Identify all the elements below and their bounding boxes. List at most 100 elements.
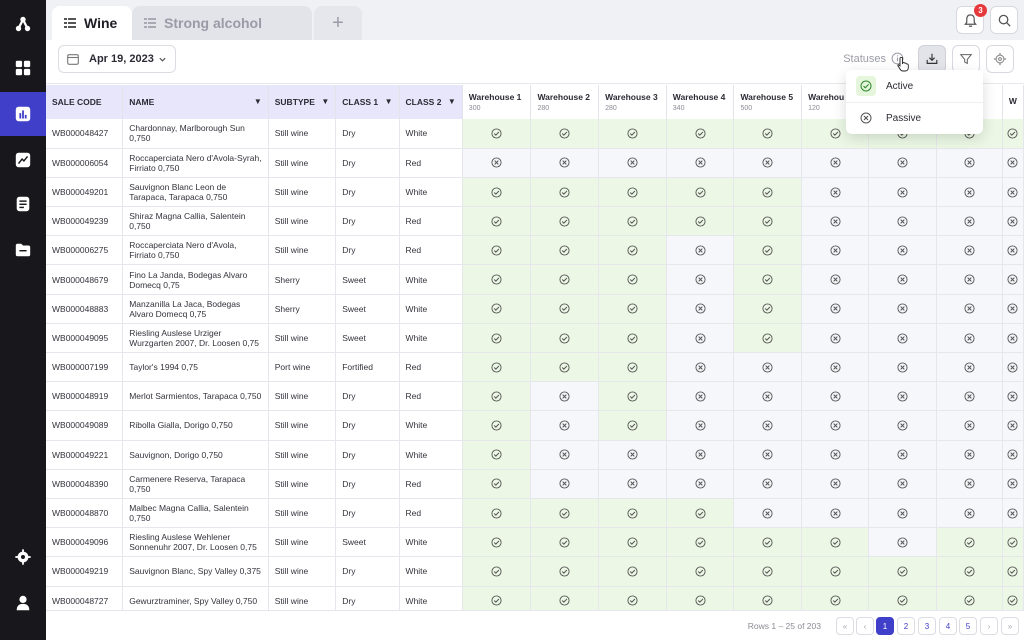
prev-page-button[interactable]: ‹ — [856, 617, 874, 635]
date-picker[interactable]: Apr 19, 2023 — [58, 45, 176, 73]
table-row[interactable]: WB000048390 Carmenere Reserva, Tarapaca 0… — [46, 469, 1024, 499]
status-active-cell[interactable] — [666, 177, 735, 208]
status-passive-cell[interactable] — [666, 440, 735, 470]
status-active-cell[interactable] — [598, 527, 667, 558]
status-passive-cell[interactable] — [801, 206, 870, 237]
status-passive-cell[interactable] — [1002, 264, 1024, 295]
first-page-button[interactable]: « — [836, 617, 854, 635]
column-header-subtype[interactable]: SUBTYPE ▼ — [268, 85, 337, 119]
status-passive-cell[interactable] — [936, 177, 1003, 208]
status-active-cell[interactable] — [666, 586, 735, 610]
table-row[interactable]: WB000048679 Fino La Janda, Bodegas Alvaro… — [46, 264, 1024, 295]
page-button[interactable]: 4 — [939, 617, 957, 635]
sidebar-item-settings[interactable] — [0, 537, 46, 577]
status-passive-cell[interactable] — [666, 323, 735, 354]
status-active-cell[interactable] — [598, 381, 667, 412]
status-option-active[interactable]: Active — [846, 71, 983, 101]
status-active-cell[interactable] — [801, 586, 870, 610]
status-active-cell[interactable] — [598, 119, 667, 149]
status-passive-cell[interactable] — [1002, 235, 1024, 266]
sidebar-item-reports[interactable] — [0, 92, 46, 136]
status-passive-cell[interactable] — [868, 440, 937, 470]
settings-button[interactable] — [986, 45, 1014, 73]
status-passive-cell[interactable] — [868, 469, 937, 499]
status-passive-cell[interactable] — [801, 498, 870, 529]
status-active-cell[interactable] — [1002, 119, 1024, 149]
status-active-cell[interactable] — [666, 527, 735, 558]
status-active-cell[interactable] — [598, 410, 667, 441]
status-active-cell[interactable] — [598, 352, 667, 383]
status-active-cell[interactable] — [1002, 527, 1024, 558]
status-passive-cell[interactable] — [801, 469, 870, 499]
notifications-button[interactable]: 3 — [956, 4, 987, 34]
status-passive-cell[interactable] — [868, 294, 937, 324]
status-active-cell[interactable] — [801, 527, 870, 558]
status-passive-cell[interactable] — [1002, 323, 1024, 354]
status-passive-cell[interactable] — [598, 148, 667, 178]
status-active-cell[interactable] — [462, 264, 532, 295]
search-button[interactable] — [990, 6, 1018, 34]
table-row[interactable]: WB000049095 Riesling Auslese Urziger Wurz… — [46, 323, 1024, 354]
column-header-warehouse[interactable]: Warehouse 1 300 — [462, 85, 532, 119]
status-active-cell[interactable] — [936, 586, 1003, 610]
table-row[interactable]: WB000006275 Roccaperciata Nero d'Avola, F… — [46, 235, 1024, 266]
status-active-cell[interactable] — [733, 586, 803, 610]
status-active-cell[interactable] — [462, 206, 532, 237]
status-active-cell[interactable] — [530, 586, 600, 610]
status-active-cell[interactable] — [598, 177, 667, 208]
statuses-label[interactable]: Statuses — [843, 53, 886, 65]
status-active-cell[interactable] — [733, 323, 803, 354]
status-active-cell[interactable] — [733, 294, 803, 324]
status-active-cell[interactable] — [462, 235, 532, 266]
status-passive-cell[interactable] — [666, 148, 735, 178]
status-active-cell[interactable] — [462, 177, 532, 208]
column-header-warehouse[interactable]: Warehouse 3 280 — [598, 85, 667, 119]
page-button[interactable]: 2 — [897, 617, 915, 635]
status-passive-cell[interactable] — [936, 235, 1003, 266]
status-passive-cell[interactable] — [1002, 410, 1024, 441]
sort-caret-icon[interactable]: ▼ — [447, 97, 456, 106]
status-passive-cell[interactable] — [1002, 148, 1024, 178]
status-active-cell[interactable] — [733, 206, 803, 237]
sidebar-item-documents[interactable] — [0, 184, 46, 224]
column-header-warehouse[interactable]: Warehouse 2 280 — [530, 85, 600, 119]
status-passive-cell[interactable] — [801, 264, 870, 295]
column-header-name[interactable]: NAME ▼ — [122, 85, 269, 119]
sidebar-item-profile[interactable] — [0, 583, 46, 623]
status-active-cell[interactable] — [733, 527, 803, 558]
status-passive-cell[interactable] — [1002, 381, 1024, 412]
status-active-cell[interactable] — [598, 498, 667, 529]
status-active-cell[interactable] — [666, 498, 735, 529]
app-logo[interactable] — [0, 4, 46, 44]
status-passive-cell[interactable] — [801, 148, 870, 178]
status-passive-cell[interactable] — [733, 381, 803, 412]
status-active-cell[interactable] — [733, 119, 803, 149]
status-passive-cell[interactable] — [530, 148, 600, 178]
status-passive-cell[interactable] — [868, 264, 937, 295]
status-active-cell[interactable] — [530, 235, 600, 266]
table-row[interactable]: WB000049089 Ribolla Gialla, Dorigo 0,750 S… — [46, 410, 1024, 441]
status-passive-cell[interactable] — [733, 498, 803, 529]
status-active-cell[interactable] — [530, 498, 600, 529]
status-active-cell[interactable] — [598, 323, 667, 354]
status-passive-cell[interactable] — [868, 410, 937, 441]
status-passive-cell[interactable] — [733, 440, 803, 470]
column-header-warehouse[interactable]: W — [1002, 85, 1024, 119]
status-passive-cell[interactable] — [936, 498, 1003, 529]
status-active-cell[interactable] — [530, 527, 600, 558]
status-passive-cell[interactable] — [598, 469, 667, 499]
status-passive-cell[interactable] — [1002, 498, 1024, 529]
status-active-cell[interactable] — [462, 469, 532, 499]
sort-caret-icon[interactable]: ▼ — [384, 97, 393, 106]
column-header-class2[interactable]: CLASS 2 ▼ — [399, 85, 463, 119]
status-passive-cell[interactable] — [666, 469, 735, 499]
status-passive-cell[interactable] — [666, 235, 735, 266]
table-row[interactable]: WB000048919 Merlot Sarmientos, Tarapaca 0… — [46, 381, 1024, 412]
table-row[interactable]: WB000049096 Riesling Auslese Wehlener Son… — [46, 527, 1024, 558]
status-active-cell[interactable] — [462, 586, 532, 610]
status-active-cell[interactable] — [666, 556, 735, 587]
table-row[interactable]: WB000006054 Roccaperciata Nero d'Avola-Sy… — [46, 148, 1024, 178]
status-active-cell[interactable] — [462, 119, 532, 149]
status-passive-cell[interactable] — [666, 264, 735, 295]
status-passive-cell[interactable] — [530, 440, 600, 470]
